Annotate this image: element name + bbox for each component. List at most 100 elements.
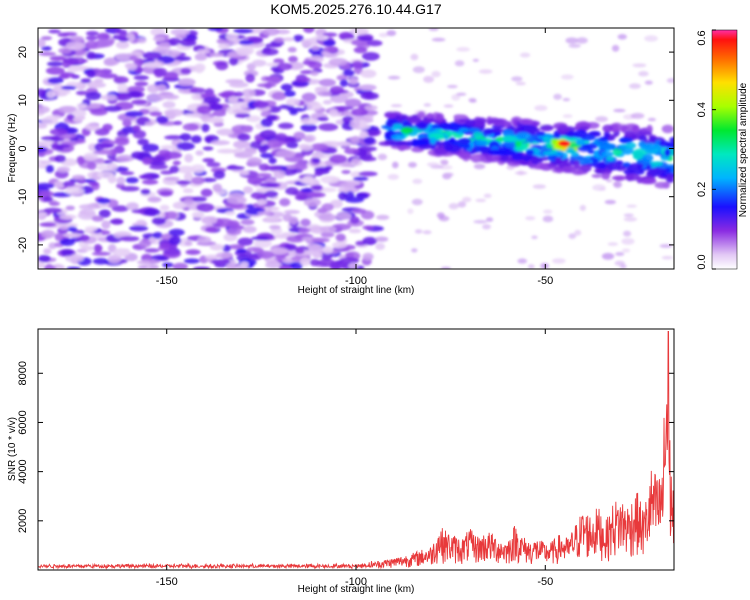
heatmap-cell bbox=[606, 179, 613, 183]
heatmap-cell bbox=[257, 250, 275, 259]
heatmap-cell bbox=[391, 134, 406, 141]
heatmap-cell bbox=[611, 175, 628, 181]
heatmap-cell bbox=[411, 198, 423, 206]
heatmap-cell bbox=[320, 252, 333, 260]
heatmap-cell bbox=[599, 143, 616, 150]
heatmap-cell bbox=[342, 69, 355, 77]
heatmap-cell bbox=[618, 137, 634, 144]
heatmap-cell bbox=[200, 188, 213, 197]
heatmap-cell bbox=[168, 37, 182, 46]
heatmap-cell bbox=[197, 236, 212, 244]
heatmap-cell bbox=[411, 248, 418, 253]
heatmap-cell bbox=[552, 132, 561, 140]
heatmap-cell bbox=[40, 160, 52, 165]
heatmap-cell bbox=[120, 248, 131, 256]
snr-xtick-label: -100 bbox=[345, 576, 367, 588]
heatmap-cell bbox=[260, 152, 275, 159]
heatmap-cell bbox=[320, 231, 335, 238]
heatmap-cell bbox=[190, 164, 206, 174]
heatmap-cell bbox=[190, 135, 202, 144]
heatmap-cell bbox=[159, 42, 171, 47]
heatmap-cell bbox=[43, 207, 63, 214]
heatmap-cell bbox=[300, 218, 311, 227]
heatmap-cell bbox=[669, 136, 674, 143]
heatmap-cell bbox=[146, 93, 166, 102]
snr-ytick-label: 6000 bbox=[17, 410, 29, 434]
heatmap-cell bbox=[216, 148, 237, 154]
heatmap-cell bbox=[76, 103, 88, 109]
heatmap-cell bbox=[168, 228, 185, 237]
heatmap-cell bbox=[266, 114, 278, 121]
heatmap-cell bbox=[339, 181, 357, 188]
heatmap-cell bbox=[649, 136, 656, 145]
heatmap-cell bbox=[66, 266, 81, 269]
heatmap-cell bbox=[76, 156, 85, 165]
heatmap-cell bbox=[568, 233, 577, 240]
heatmap-cell bbox=[267, 139, 281, 149]
heatmap-cell bbox=[298, 227, 311, 234]
heatmap-cell bbox=[38, 212, 48, 217]
heatmap-cell bbox=[225, 33, 239, 41]
heatmap-cell bbox=[486, 217, 494, 222]
heatmap-cell bbox=[273, 37, 286, 43]
heatmap-cell bbox=[115, 29, 127, 35]
heatmap-cell bbox=[275, 149, 296, 158]
heatmap-cell bbox=[632, 152, 645, 161]
heatmap-cell bbox=[338, 31, 354, 40]
heatmap-cell bbox=[269, 225, 281, 230]
spectrogram-xtick-label: -50 bbox=[537, 275, 553, 287]
heatmap-cell bbox=[75, 90, 88, 96]
heatmap-cell bbox=[335, 233, 346, 242]
spectrogram-y-axis-label: Frequency (Hz) bbox=[7, 114, 18, 183]
heatmap-cell bbox=[400, 126, 414, 134]
spectrogram-cells bbox=[38, 28, 674, 269]
heatmap-cell bbox=[236, 48, 252, 56]
heatmap-cell bbox=[117, 83, 128, 93]
heatmap-cell bbox=[49, 56, 66, 62]
heatmap-cell bbox=[80, 78, 92, 84]
heatmap-cell bbox=[540, 262, 550, 269]
heatmap-cell bbox=[457, 201, 467, 208]
heatmap-cell bbox=[131, 151, 145, 160]
heatmap-cell bbox=[308, 61, 323, 69]
heatmap-cell bbox=[471, 154, 480, 163]
heatmap-cell bbox=[225, 262, 237, 269]
heatmap-cell bbox=[351, 108, 369, 117]
heatmap-cell bbox=[189, 87, 206, 94]
heatmap-cell bbox=[259, 129, 277, 139]
heatmap-cell bbox=[69, 35, 84, 42]
spectrogram-frame bbox=[37, 27, 675, 270]
heatmap-cell bbox=[233, 28, 254, 34]
heatmap-cell bbox=[625, 142, 637, 149]
heatmap-cell bbox=[119, 171, 135, 176]
heatmap-cell bbox=[309, 258, 320, 267]
heatmap-cell bbox=[95, 38, 114, 48]
heatmap-cell bbox=[274, 133, 288, 142]
heatmap-cell bbox=[487, 149, 503, 156]
heatmap-cell bbox=[264, 190, 279, 198]
heatmap-cell bbox=[150, 28, 166, 37]
heatmap-cell bbox=[125, 62, 138, 71]
heatmap-cell bbox=[179, 133, 192, 142]
heatmap-cell bbox=[362, 236, 378, 246]
heatmap-cell bbox=[344, 147, 360, 155]
heatmap-cell bbox=[449, 137, 456, 143]
heatmap-cell bbox=[457, 137, 472, 145]
heatmap-cell bbox=[184, 113, 204, 118]
heatmap-cell bbox=[159, 190, 173, 197]
heatmap-cell bbox=[162, 101, 176, 109]
heatmap-cell bbox=[611, 44, 620, 52]
heatmap-cell bbox=[456, 47, 471, 52]
heatmap-cell bbox=[565, 37, 579, 44]
heatmap-cell bbox=[183, 198, 194, 205]
heatmap-cell bbox=[591, 173, 603, 178]
heatmap-cell bbox=[575, 165, 584, 171]
heatmap-cell bbox=[65, 253, 84, 263]
heatmap-cell bbox=[228, 96, 239, 104]
heatmap-cell bbox=[661, 124, 674, 134]
heatmap-cell bbox=[126, 202, 139, 211]
heatmap-cell bbox=[601, 174, 610, 180]
heatmap-cell bbox=[101, 220, 111, 230]
heatmap-cell bbox=[165, 49, 181, 57]
heatmap-cell bbox=[464, 119, 476, 127]
